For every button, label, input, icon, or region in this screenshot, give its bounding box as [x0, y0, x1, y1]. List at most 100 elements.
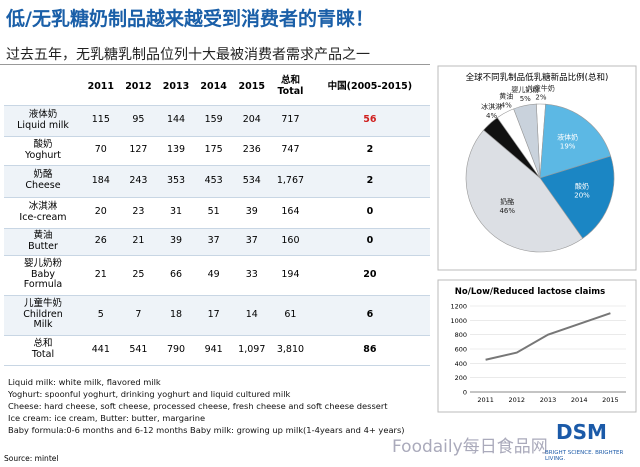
- line-series: [485, 312, 611, 361]
- table-cell: 液体奶 Liquid milk: [4, 105, 82, 137]
- table-cell: 6: [309, 295, 430, 336]
- pie-label: 液体奶: [557, 132, 578, 141]
- table-cell: 790: [157, 335, 195, 366]
- pie-title: 全球不同乳制品低乳糖新品比例(总和): [466, 72, 609, 83]
- table-cell: 127: [119, 136, 158, 166]
- line-title: No/Low/Reduced lactose claims: [455, 287, 605, 297]
- table-row: 总和 Total 441 541 790 941 1,097 3,810 86: [4, 335, 430, 366]
- x-tick-label: 2012: [509, 396, 526, 404]
- line-frame: [437, 279, 637, 413]
- pie-value-label: 5%: [520, 95, 531, 103]
- table-cell: 37: [232, 228, 272, 256]
- table-cell: 66: [157, 255, 195, 296]
- table-cell: 26: [82, 228, 120, 256]
- table-row: 黄油 Butter 26 21 39 37 37 160 0: [4, 228, 430, 256]
- table-cell: 21: [82, 255, 120, 296]
- header-cell: 2013: [157, 70, 195, 106]
- pie-label: 黄油: [499, 92, 513, 101]
- table-cell: 49: [194, 255, 233, 296]
- table-cell: 61: [271, 295, 310, 336]
- watermark: Foodaily每日食品网: [392, 437, 548, 457]
- pie-slice: [465, 129, 584, 253]
- table-cell: 175: [194, 136, 233, 166]
- table-cell: 20: [82, 197, 120, 229]
- table-cell: 18: [157, 295, 195, 336]
- pie-slice: [539, 155, 615, 239]
- table-cell: 39: [232, 197, 272, 229]
- table-cell: 56: [309, 105, 430, 137]
- table-cell: 奶酪 Cheese: [4, 165, 82, 198]
- header-cell: 2012: [119, 70, 158, 106]
- note: Cheese: hard cheese, soft cheese, proces…: [8, 401, 388, 411]
- table-cell: 164: [271, 197, 310, 229]
- table-cell: 婴儿奶粉 Baby Formula: [4, 255, 82, 296]
- x-tick-label: 2015: [602, 396, 619, 404]
- note: Liquid milk: white milk, flavored milk: [8, 377, 161, 387]
- table-cell: 159: [194, 105, 233, 137]
- table-row: 酸奶 Yoghurt 70 127 139 175 236 747 2: [4, 136, 430, 166]
- pie-value-label: 4%: [501, 102, 512, 110]
- table-cell: 0: [309, 197, 430, 229]
- table-row: 液体奶 Liquid milk 115 95 144 159 204 717 56: [4, 105, 430, 137]
- header-row: 2011 2012 2013 2014 2015 总和 Total 中国(2005-2015…: [4, 70, 430, 106]
- table-cell: 243: [119, 165, 158, 198]
- table-cell: 51: [194, 197, 233, 229]
- pie-value-label: 46%: [499, 207, 515, 215]
- table-cell: 236: [232, 136, 272, 166]
- x-tick-label: 2011: [477, 396, 494, 404]
- pie-label: 奶酪: [500, 197, 514, 206]
- table-cell: 453: [194, 165, 233, 198]
- pie-slice: [513, 103, 541, 179]
- title: 低/无乳糖奶制品越来越受到消费者的青睐！: [6, 8, 374, 30]
- y-tick-label: 1000: [450, 317, 467, 325]
- table-cell: 534: [232, 165, 272, 198]
- table-row: 婴儿奶粉 Baby Formula 21 25 66 49 33 194 20: [4, 255, 430, 296]
- table-cell: 5: [82, 295, 120, 336]
- table-cell: 441: [82, 335, 120, 366]
- table-cell: 17: [194, 295, 233, 336]
- table-cell: 115: [82, 105, 120, 137]
- header-cell: [4, 70, 82, 106]
- y-tick-label: 400: [455, 360, 467, 368]
- table-cell: 33: [232, 255, 272, 296]
- table-cell: 717: [271, 105, 310, 137]
- subtitle: 过去五年，无乳糖乳制品位列十大最被消费者需求产品之一: [6, 47, 370, 63]
- pie-label: 婴儿奶粉: [511, 85, 539, 94]
- table-cell: 95: [119, 105, 158, 137]
- source: Source: mintel: [4, 454, 59, 463]
- table-cell: 86: [309, 335, 430, 366]
- table-cell: 儿童牛奶 Children Milk: [4, 295, 82, 336]
- x-tick-label: 2014: [571, 396, 588, 404]
- table-cell: 冰淇淋 Ice-cream: [4, 197, 82, 229]
- table-cell: 25: [119, 255, 158, 296]
- table-cell: 204: [232, 105, 272, 137]
- table-cell: 2: [309, 136, 430, 166]
- header-cell: 中国(2005-2015): [309, 70, 430, 106]
- table-cell: 70: [82, 136, 120, 166]
- table-cell: 31: [157, 197, 195, 229]
- table-cell: 184: [82, 165, 120, 198]
- table-cell: 160: [271, 228, 310, 256]
- table-cell: 2: [309, 165, 430, 198]
- notes: Liquid milk: white milk, flavored milk Yo…: [8, 376, 405, 436]
- tagline: BRIGHT SCIENCE. BRIGHTER LIVING.: [545, 450, 624, 462]
- table-cell: 39: [157, 228, 195, 256]
- table-row: 奶酪 Cheese 184 243 353 453 534 1,767 2: [4, 165, 430, 198]
- table-cell: 黄油 Butter: [4, 228, 82, 256]
- y-tick-label: 0: [463, 389, 467, 397]
- pie-label: 酸奶: [575, 181, 589, 190]
- table-cell: 23: [119, 197, 158, 229]
- pie-value-label: 19%: [560, 142, 576, 150]
- pie-label: 儿童牛奶: [527, 83, 555, 92]
- table-cell: 0: [309, 228, 430, 256]
- note: Ice cream: ice cream, Butter: butter, ma…: [8, 413, 206, 423]
- pie-value-label: 2%: [535, 93, 546, 101]
- pie-value-label: 4%: [486, 112, 497, 120]
- y-tick-label: 200: [455, 374, 467, 382]
- table-cell: 酸奶 Yoghurt: [4, 136, 82, 166]
- table-cell: 941: [194, 335, 233, 366]
- table-cell: 747: [271, 136, 310, 166]
- table-cell: 3,810: [271, 335, 310, 366]
- table-cell: 194: [271, 255, 310, 296]
